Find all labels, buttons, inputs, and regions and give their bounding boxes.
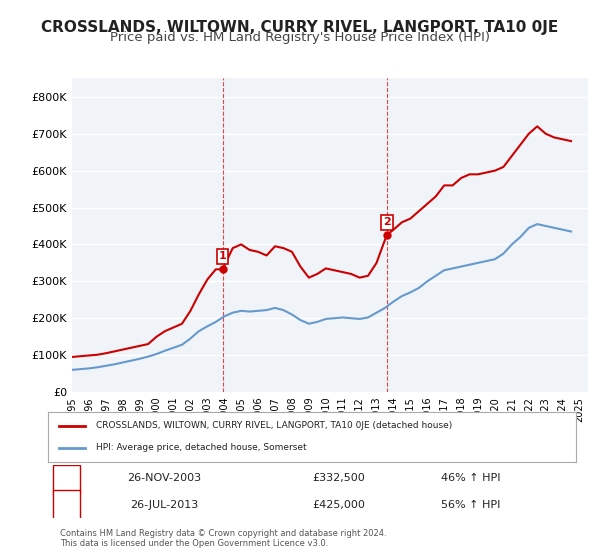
- Text: CROSSLANDS, WILTOWN, CURRY RIVEL, LANGPORT, TA10 0JE (detached house): CROSSLANDS, WILTOWN, CURRY RIVEL, LANGPO…: [95, 421, 452, 430]
- FancyBboxPatch shape: [217, 249, 229, 264]
- FancyBboxPatch shape: [53, 490, 80, 519]
- Text: 46% ↑ HPI: 46% ↑ HPI: [440, 473, 500, 483]
- FancyBboxPatch shape: [381, 215, 392, 230]
- Text: 1: 1: [60, 473, 68, 483]
- Text: CROSSLANDS, WILTOWN, CURRY RIVEL, LANGPORT, TA10 0JE: CROSSLANDS, WILTOWN, CURRY RIVEL, LANGPO…: [41, 20, 559, 35]
- Text: 2: 2: [383, 217, 391, 227]
- Text: 2: 2: [60, 500, 68, 510]
- Text: £332,500: £332,500: [312, 473, 365, 483]
- Text: Price paid vs. HM Land Registry's House Price Index (HPI): Price paid vs. HM Land Registry's House …: [110, 31, 490, 44]
- FancyBboxPatch shape: [53, 465, 80, 494]
- Text: £425,000: £425,000: [312, 500, 365, 510]
- Text: This data is licensed under the Open Government Licence v3.0.: This data is licensed under the Open Gov…: [60, 539, 328, 548]
- Text: 1: 1: [218, 251, 226, 262]
- Text: 56% ↑ HPI: 56% ↑ HPI: [441, 500, 500, 510]
- Text: 26-JUL-2013: 26-JUL-2013: [130, 500, 198, 510]
- Text: Contains HM Land Registry data © Crown copyright and database right 2024.: Contains HM Land Registry data © Crown c…: [60, 529, 386, 538]
- Text: HPI: Average price, detached house, Somerset: HPI: Average price, detached house, Some…: [95, 444, 306, 452]
- Text: 26-NOV-2003: 26-NOV-2003: [127, 473, 201, 483]
